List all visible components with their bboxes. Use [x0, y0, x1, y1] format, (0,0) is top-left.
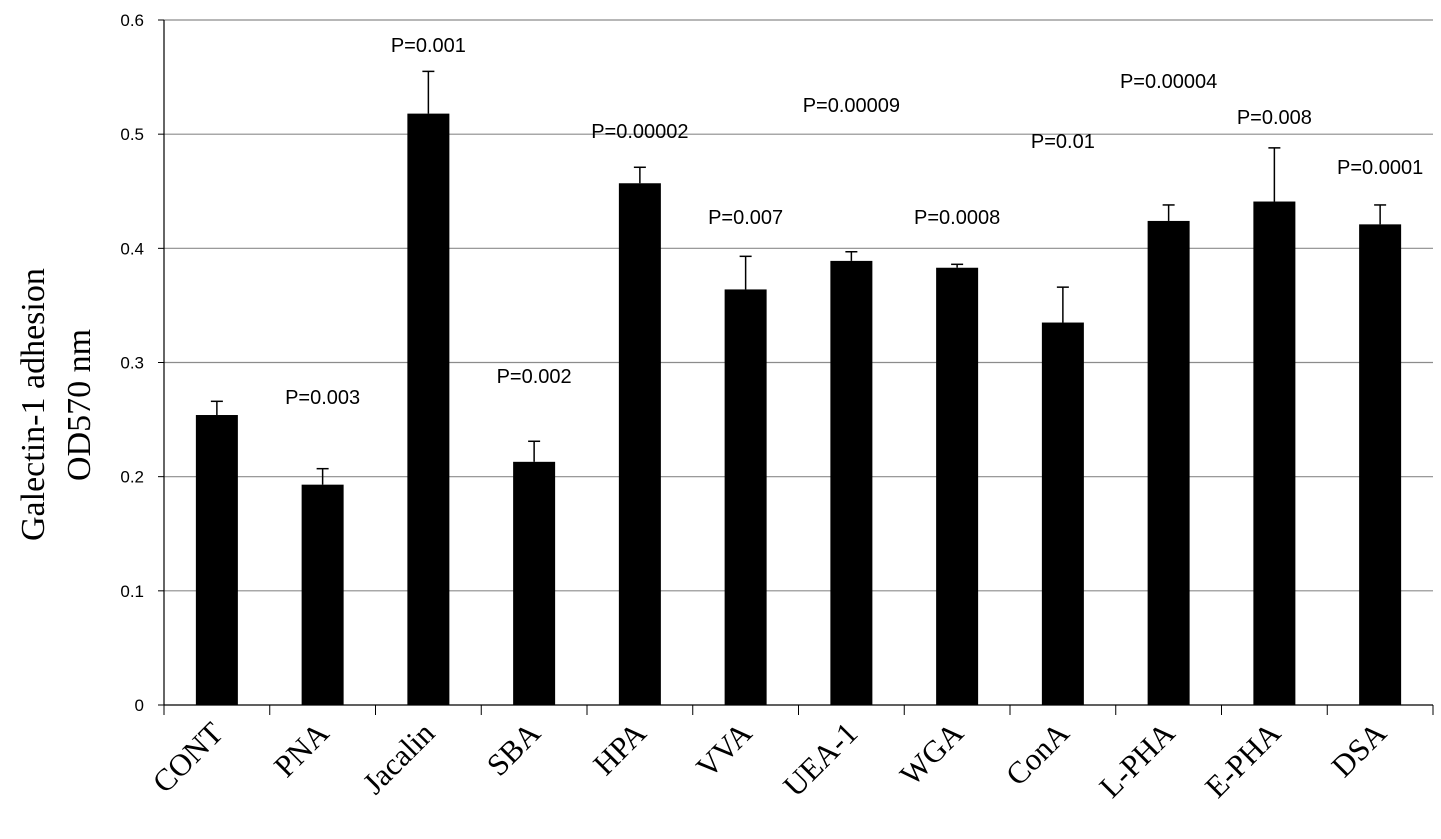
x-tick-label: HPA	[586, 715, 653, 782]
p-value-label: P=0.003	[285, 387, 360, 409]
x-tick-labels: CONT PNA Jacalin SBA HPA VVA UEA-1 WGA ConA L-PHA…	[145, 715, 1393, 805]
p-value-label: P=0.001	[391, 35, 466, 57]
x-tick-label: WGA	[893, 715, 971, 793]
bar-cont	[195, 415, 238, 705]
x-tick-label: CONT	[145, 715, 229, 799]
error-bars	[210, 70, 1387, 485]
bar-sba	[513, 461, 556, 705]
x-tick-label: PNA	[267, 715, 336, 784]
x-tick-label: ConA	[999, 715, 1077, 793]
x-tick-label: L-PHA	[1092, 715, 1182, 805]
p-value-label: P=0.00004	[1120, 71, 1217, 93]
bar-vva	[724, 289, 767, 705]
p-value-label: P=0.002	[497, 366, 572, 388]
y-tick-label: 0	[135, 696, 144, 715]
p-value-label: P=0.007	[708, 207, 783, 229]
bars	[195, 113, 1402, 706]
p-value-annotations: P=0.003 P=0.001 P=0.002 P=0.00002 P=0.007 P=0…	[285, 35, 1423, 409]
y-tick-label: 0.6	[120, 11, 144, 30]
y-tick-label: 0.5	[120, 125, 144, 144]
bar-dsa	[1359, 224, 1402, 705]
p-value-label: P=0.00002	[591, 121, 688, 143]
bar-cona	[1041, 322, 1084, 705]
axes	[158, 19, 1434, 715]
x-tick-label: SBA	[480, 715, 548, 783]
x-tick-label: E-PHA	[1198, 715, 1288, 805]
bar-l-pha	[1147, 220, 1190, 705]
p-value-label: P=0.01	[1031, 131, 1095, 153]
y-tick-labels: 0 0.1 0.2 0.3 0.4 0.5 0.6	[120, 11, 144, 715]
bar-hpa	[618, 183, 661, 706]
p-value-label: P=0.00009	[803, 95, 900, 117]
gridlines	[164, 19, 1433, 592]
p-value-label: P=0.0008	[914, 207, 1000, 229]
bar-e-pha	[1253, 201, 1296, 705]
bar-wga	[936, 267, 979, 705]
p-value-label: P=0.0001	[1337, 157, 1423, 179]
y-tick-label: 0.1	[120, 582, 144, 601]
y-tick-label: 0.3	[120, 354, 144, 373]
bar-pna	[301, 484, 344, 705]
x-tick-label: VVA	[689, 715, 759, 785]
x-tick-label: DSA	[1324, 715, 1393, 784]
x-tick-label: Jacalin	[356, 715, 442, 801]
y-tick-label: 0.2	[120, 468, 144, 487]
p-value-label: P=0.008	[1237, 107, 1312, 129]
x-tick-label: UEA-1	[776, 715, 864, 803]
y-tick-label: 0.4	[120, 239, 144, 258]
bar-jacalin	[407, 113, 450, 705]
bar-uea-1	[830, 260, 873, 705]
